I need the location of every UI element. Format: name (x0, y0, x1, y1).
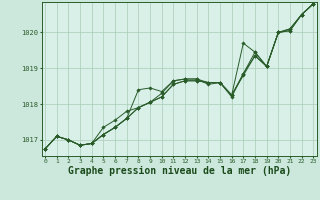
X-axis label: Graphe pression niveau de la mer (hPa): Graphe pression niveau de la mer (hPa) (68, 166, 291, 176)
